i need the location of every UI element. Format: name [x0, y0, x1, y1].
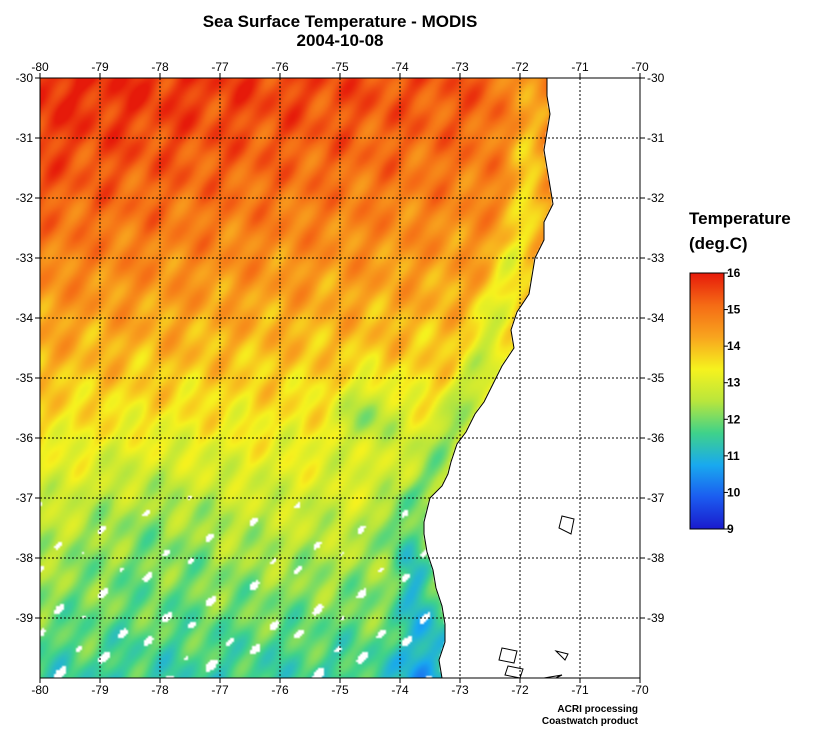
lon-label-bottom: -78: [151, 683, 169, 697]
lat-label-left: -30: [16, 71, 34, 85]
colorbar-tick-label: 13: [727, 376, 741, 390]
lat-label-left: -32: [16, 191, 34, 205]
credit-product: Coastwatch product: [541, 716, 638, 727]
colorbar-tick-label: 16: [727, 268, 741, 280]
lat-label-left: -36: [16, 431, 34, 445]
lon-label-bottom: -70: [631, 683, 649, 697]
lon-label-bottom: -79: [91, 683, 109, 697]
color-legend: 9 10 11 12 13 14 15 16: [689, 268, 741, 536]
island: [554, 650, 569, 661]
lat-label-left: -31: [16, 131, 34, 145]
legend-title: Temperature: [689, 209, 791, 228]
lat-label-left: -39: [16, 611, 34, 625]
lat-label-right: -39: [647, 611, 665, 625]
lat-label-right: -31: [647, 131, 665, 145]
island: [543, 674, 563, 678]
lat-label-right: -38: [647, 551, 665, 565]
lon-label-bottom: -75: [331, 683, 349, 697]
lon-label-top: -76: [271, 60, 289, 74]
lat-label-right: -30: [647, 71, 665, 85]
island: [504, 665, 524, 678]
lat-label-right: -32: [647, 191, 665, 205]
colorbar: [689, 272, 725, 530]
sst-map: -80 -80 -79 -79 -78 -78 -77 -77 -76 -76 -75 -75 -74 -…: [16, 60, 665, 697]
axis-ticks: -80 -80 -79 -79 -78 -78 -77 -77 -76 -76 -75 -75 -74 -…: [16, 60, 665, 697]
lat-label-left: -35: [16, 371, 34, 385]
colorbar-tick-label: 15: [727, 303, 741, 317]
lat-label-right: -33: [647, 251, 665, 265]
lat-label-left: -34: [16, 311, 34, 325]
lon-label-bottom: -76: [271, 683, 289, 697]
lon-label-bottom: -73: [451, 683, 469, 697]
lon-label-bottom: -72: [511, 683, 529, 697]
colorbar-tick-label: 9: [727, 522, 734, 536]
lat-label-left: -38: [16, 551, 34, 565]
lat-label-right: -36: [647, 431, 665, 445]
island: [498, 647, 518, 664]
colorbar-tick-label: 11: [727, 449, 740, 463]
lon-label-top: -71: [571, 60, 589, 74]
lon-label-top: -80: [31, 60, 49, 74]
lon-label-bottom: -80: [31, 683, 49, 697]
map-date: 2004-10-08: [296, 31, 384, 50]
lon-label-top: -72: [511, 60, 529, 74]
map-title: Sea Surface Temperature - MODIS: [202, 12, 478, 31]
graticule: [40, 78, 640, 678]
lon-label-bottom: -74: [391, 683, 409, 697]
lat-label-right: -37: [647, 491, 665, 505]
island: [558, 515, 575, 535]
lon-label-top: -74: [391, 60, 409, 74]
lat-label-right: -35: [647, 371, 665, 385]
legend-unit: (deg.C): [689, 234, 748, 253]
colorbar-tick-label: 12: [727, 412, 741, 426]
lon-label-bottom: -71: [571, 683, 589, 697]
lon-label-top: -79: [91, 60, 109, 74]
colorbar-tick-label: 14: [727, 339, 741, 353]
lon-label-top: -73: [451, 60, 469, 74]
lon-label-top: -75: [331, 60, 349, 74]
lat-label-right: -34: [647, 311, 665, 325]
colorbar-tick-label: 10: [727, 485, 741, 499]
lat-label-left: -33: [16, 251, 34, 265]
lat-label-left: -37: [16, 491, 34, 505]
lon-label-top: -70: [631, 60, 649, 74]
lon-label-top: -78: [151, 60, 169, 74]
colorbar-ticks: 9 10 11 12 13 14 15 16: [724, 268, 741, 536]
coastline: [423, 78, 554, 678]
lon-label-bottom: -77: [211, 683, 229, 697]
lon-label-top: -77: [211, 60, 229, 74]
credit-processing: ACRI processing: [557, 704, 638, 715]
